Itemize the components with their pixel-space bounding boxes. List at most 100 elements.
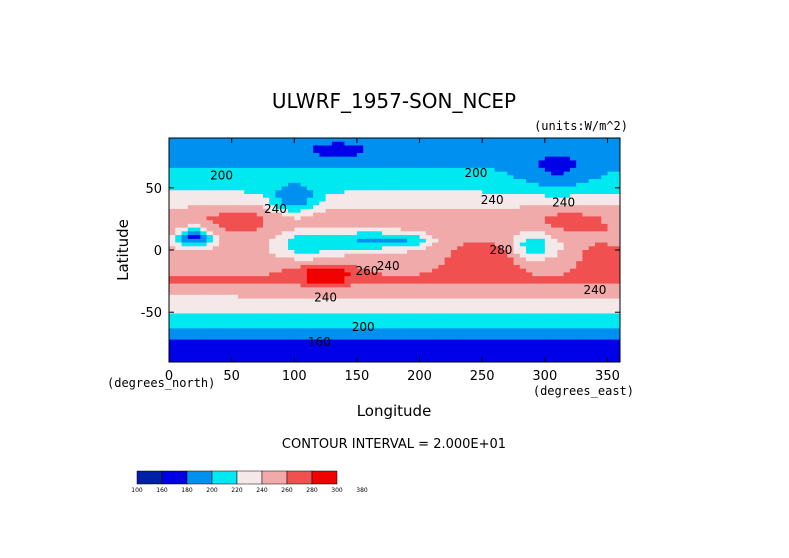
heatmap-cell (331, 309, 339, 315)
heatmap-cell (344, 298, 352, 303)
heatmap-cell (419, 343, 427, 348)
heatmap-cell (538, 287, 546, 292)
heatmap-cell (256, 257, 264, 262)
heatmap-cell (519, 298, 527, 303)
heatmap-cell (200, 354, 208, 359)
heatmap-cell (219, 335, 226, 341)
heatmap-cell (256, 220, 264, 225)
heatmap-cell (469, 294, 477, 300)
heatmap-cell (538, 264, 546, 270)
heatmap-cell (206, 220, 214, 225)
heatmap-cell (281, 235, 289, 240)
heatmap-cell (457, 242, 464, 247)
heatmap-cell (413, 354, 421, 359)
heatmap-cell (582, 317, 590, 322)
heatmap-cell (356, 190, 364, 195)
heatmap-cell (219, 272, 226, 277)
heatmap-cell (363, 294, 371, 300)
heatmap-cell (375, 294, 383, 300)
heatmap-cell (551, 160, 558, 165)
heatmap-cell (300, 182, 308, 188)
heatmap-cell (551, 302, 558, 307)
heatmap-cell (563, 283, 571, 288)
heatmap-cell (313, 350, 320, 356)
heatmap-cell (262, 320, 270, 326)
heatmap-cell (338, 160, 345, 165)
heatmap-cell (363, 246, 371, 251)
heatmap-cell (419, 194, 427, 199)
heatmap-cell (576, 149, 584, 154)
heatmap-cell (363, 298, 371, 303)
heatmap-cell (212, 179, 220, 184)
heatmap-cell (425, 253, 433, 259)
heatmap-cell (194, 246, 201, 251)
heatmap-cell (175, 268, 183, 273)
heatmap-cell (444, 264, 452, 270)
heatmap-cell (281, 294, 289, 300)
heatmap-cell (607, 253, 615, 259)
heatmap-cell (331, 250, 339, 255)
heatmap-cell (313, 313, 320, 318)
heatmap-cell (607, 201, 615, 206)
heatmap-cell (269, 272, 277, 277)
heatmap-cell (206, 253, 214, 259)
heatmap-cell (256, 272, 264, 277)
heatmap-cell (544, 276, 552, 281)
heatmap-cell (450, 283, 458, 288)
heatmap-cell (607, 332, 615, 337)
heatmap-cell (494, 194, 502, 199)
heatmap-cell (494, 242, 502, 247)
heatmap-cell (488, 145, 496, 150)
heatmap-cell (350, 186, 358, 191)
heatmap-cell (432, 149, 439, 154)
heatmap-cell (538, 238, 546, 244)
heatmap-cell (206, 309, 214, 315)
heatmap-cell (200, 257, 208, 262)
heatmap-cell (256, 298, 264, 303)
heatmap-cell (169, 235, 176, 240)
heatmap-cell (538, 231, 546, 236)
heatmap-cell (350, 354, 358, 359)
heatmap-cell (237, 320, 245, 326)
heatmap-cell (432, 194, 439, 199)
heatmap-cell (381, 227, 389, 232)
heatmap-cell (463, 250, 471, 255)
heatmap-cell (375, 194, 383, 199)
heatmap-cell (607, 320, 615, 326)
heatmap-cell (306, 152, 314, 158)
heatmap-cell (507, 175, 515, 180)
heatmap-cell (557, 294, 565, 300)
heatmap-cell (331, 335, 339, 341)
heatmap-cell (500, 287, 508, 292)
heatmap-cell (350, 242, 358, 247)
heatmap-cell (500, 291, 508, 296)
heatmap-cell (532, 227, 540, 232)
heatmap-cell (219, 358, 226, 362)
heatmap-cell (563, 328, 571, 333)
heatmap-cell (244, 149, 252, 154)
heatmap-cell (225, 156, 233, 161)
heatmap-cell (519, 197, 527, 203)
heatmap-cell (494, 220, 502, 225)
heatmap-cell (588, 343, 596, 348)
heatmap-cell (369, 354, 377, 359)
heatmap-cell (200, 313, 208, 318)
heatmap-cell (551, 171, 558, 176)
heatmap-cell (576, 276, 584, 281)
heatmap-cell (231, 250, 239, 255)
heatmap-cell (313, 223, 320, 229)
heatmap-cell (369, 302, 377, 307)
heatmap-cell (356, 145, 364, 150)
heatmap-cell (432, 160, 439, 165)
heatmap-cell (394, 324, 402, 329)
heatmap-cell (557, 317, 565, 322)
heatmap-cell (262, 324, 270, 329)
heatmap-cell (306, 156, 314, 161)
heatmap-cell (425, 279, 433, 285)
heatmap-cell (457, 235, 464, 240)
heatmap-cell (507, 145, 515, 150)
heatmap-cell (607, 167, 615, 173)
heatmap-cell (319, 347, 327, 352)
heatmap-cell (588, 235, 596, 240)
heatmap-cell (482, 223, 490, 229)
